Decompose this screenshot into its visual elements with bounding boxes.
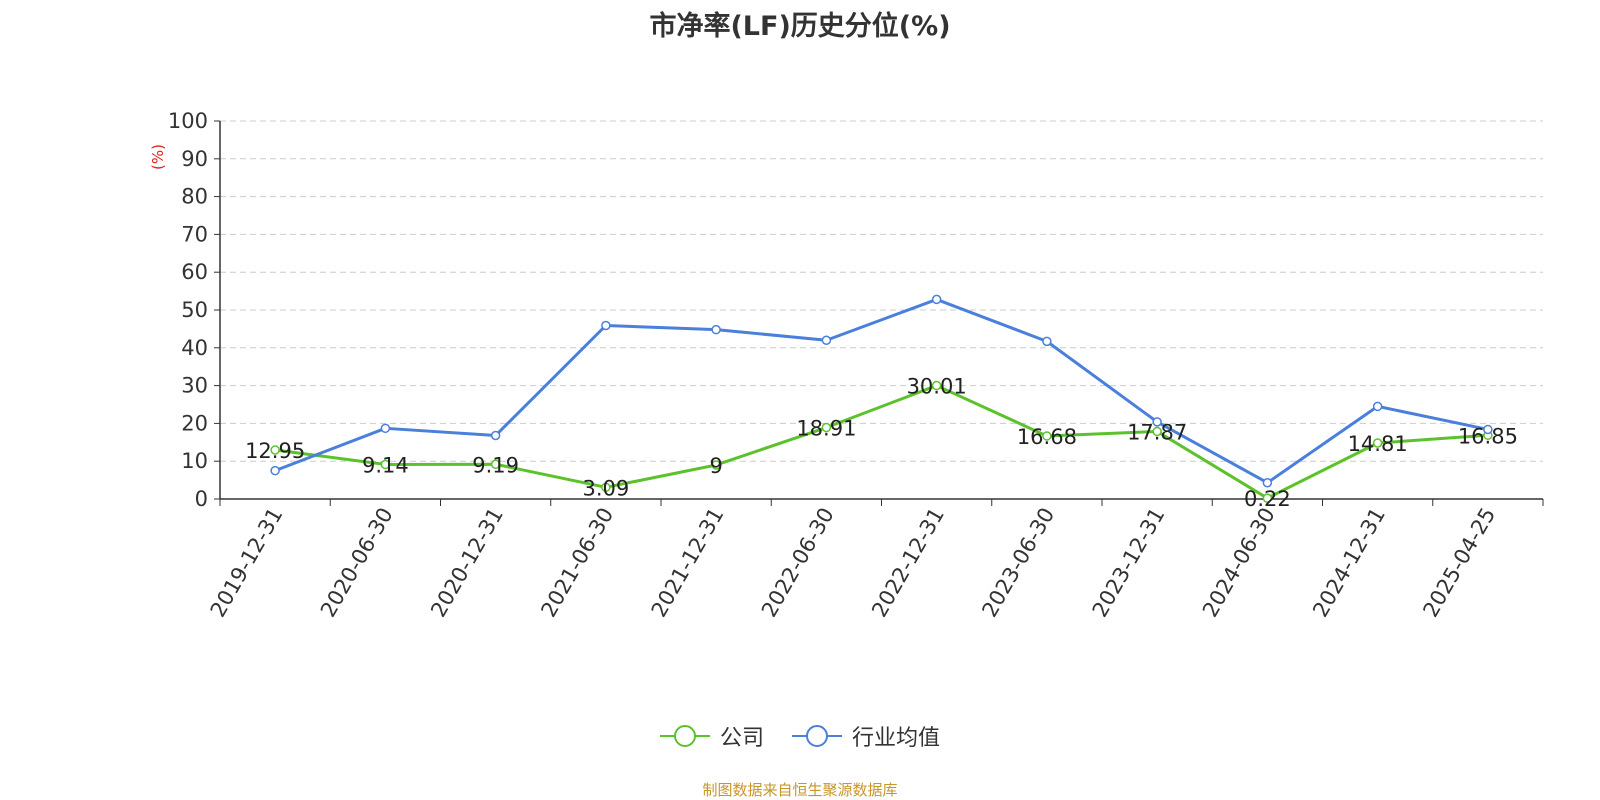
series-1-point xyxy=(1372,401,1383,412)
series-1-point xyxy=(711,324,721,335)
series-1-point xyxy=(601,320,611,331)
legend: 公司 行业均值 xyxy=(0,720,1600,752)
data-label: 16.68 xyxy=(1017,425,1077,449)
series-1-point xyxy=(1152,417,1162,427)
series-0-point xyxy=(380,459,391,470)
y-axis-unit-label: (%) xyxy=(149,144,167,170)
data-source-footer: 制图数据来自恒生聚源数据库 xyxy=(702,781,898,799)
x-tick-label: 2023-12-31 xyxy=(1088,504,1170,622)
legend-label-company: 公司 xyxy=(719,726,764,751)
data-label: 14.81 xyxy=(1348,432,1408,456)
series-0-point xyxy=(1262,493,1273,503)
x-tick-label: 2022-12-31 xyxy=(867,504,949,622)
series-line-1 xyxy=(274,297,1489,485)
x-tick-label: 2021-06-30 xyxy=(536,504,618,622)
x-tick-label: 2024-12-31 xyxy=(1308,504,1390,622)
series-1-point xyxy=(821,335,832,345)
legend-item-company[interactable]: 公司 xyxy=(659,720,764,752)
y-tick-label: 100 xyxy=(168,109,208,133)
series-0-point xyxy=(1372,438,1383,448)
series-0-point xyxy=(270,445,280,455)
y-tick-label: 10 xyxy=(181,449,208,473)
chart-title: 市净率(LF)历史分位(%) xyxy=(649,11,951,42)
data-label: 9.14 xyxy=(362,453,409,477)
y-tick-label: 60 xyxy=(181,260,208,284)
series-1-point xyxy=(1262,477,1273,488)
series-0-point xyxy=(1042,431,1052,441)
x-tick-label: 2022-06-30 xyxy=(757,504,839,622)
data-label: 9.19 xyxy=(472,453,519,477)
x-tick-label: 2025-04-25 xyxy=(1418,504,1500,622)
data-label: 0.22 xyxy=(1244,487,1291,511)
x-tick-label: 2020-12-31 xyxy=(426,504,508,622)
x-tick-label: 2021-12-31 xyxy=(647,504,729,622)
y-tick-label: 40 xyxy=(181,336,208,360)
series-0-point xyxy=(821,422,832,433)
legend-company-line-icon xyxy=(659,725,710,747)
series-line-0 xyxy=(274,384,1488,500)
data-label: 12.95 xyxy=(245,439,305,463)
x-tick-label: 2019-12-31 xyxy=(206,504,288,622)
data-label: 16.85 xyxy=(1458,424,1518,448)
series-0-point xyxy=(490,459,501,470)
legend-item-industry[interactable]: 行业均值 xyxy=(792,720,940,752)
data-label: 17.87 xyxy=(1127,420,1187,444)
data-label: 30.01 xyxy=(907,375,967,399)
series-0-point xyxy=(1152,426,1162,437)
y-tick-label: 80 xyxy=(181,185,208,209)
y-tick-label: 20 xyxy=(181,411,208,435)
series-1-point xyxy=(931,294,942,305)
series-1-point xyxy=(270,465,280,476)
data-label: 9 xyxy=(709,454,722,478)
x-tick-label: 2024-06-30 xyxy=(1198,504,1280,622)
y-tick-label: 0 xyxy=(195,487,208,511)
series-0-point xyxy=(931,380,942,391)
series-1-point xyxy=(490,430,501,441)
x-tick-label: 2020-06-30 xyxy=(316,504,398,622)
data-label: 3.09 xyxy=(582,476,629,500)
data-label: 18.91 xyxy=(796,417,856,441)
series-1-point xyxy=(1483,424,1493,435)
y-tick-label: 70 xyxy=(181,222,208,246)
y-tick-label: 90 xyxy=(181,147,208,171)
series-1-point xyxy=(380,423,391,434)
y-tick-label: 50 xyxy=(181,298,208,322)
legend-industry-line-icon xyxy=(792,725,842,747)
series-0-point xyxy=(711,460,721,470)
y-tick-label: 30 xyxy=(181,374,208,398)
series-0-point xyxy=(601,482,611,493)
x-tick-label: 2023-06-30 xyxy=(977,504,1059,622)
series-1-point xyxy=(1042,336,1052,347)
legend-label-industry: 行业均值 xyxy=(852,726,941,751)
